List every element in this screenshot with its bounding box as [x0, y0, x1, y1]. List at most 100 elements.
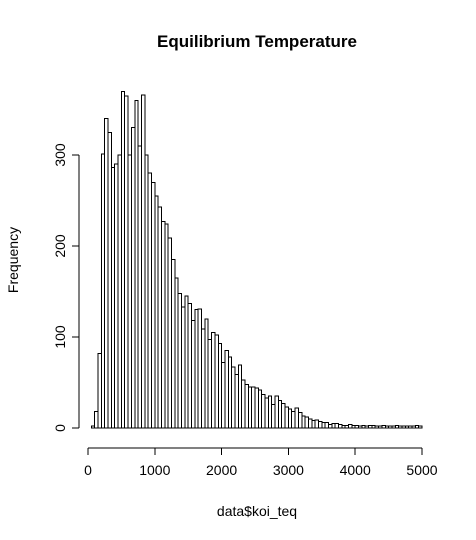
histogram-bar — [348, 423, 353, 429]
histogram-bar — [254, 387, 259, 429]
histogram-bar — [384, 425, 390, 429]
histogram-bar — [167, 237, 173, 429]
histogram-bar — [124, 95, 129, 429]
histogram-bar — [271, 403, 276, 429]
histogram-bar — [257, 389, 263, 429]
x-tick-label: 1000 — [139, 462, 170, 478]
x-tick-label: 5000 — [406, 462, 437, 478]
histogram-bar — [341, 424, 346, 429]
histogram-bar — [284, 406, 289, 429]
histogram-bar — [297, 412, 303, 429]
histogram-bar — [364, 425, 370, 429]
x-tick-label: 3000 — [273, 462, 304, 478]
histogram-bar — [264, 397, 269, 429]
y-axis: 0 100 200 300 — [52, 143, 80, 432]
histogram-bar — [251, 386, 256, 429]
y-tick-label: 300 — [52, 143, 68, 167]
histogram-bar — [317, 421, 323, 429]
histogram-bar — [191, 320, 196, 429]
histogram-bar — [110, 167, 116, 429]
histogram-bar — [217, 342, 223, 429]
histogram-bar — [207, 339, 213, 429]
x-axis-label: data$koi_teq — [217, 503, 297, 519]
histogram-bar — [127, 154, 132, 429]
histogram-bar — [301, 415, 306, 429]
histogram-bar — [391, 425, 396, 429]
histogram-bar — [214, 334, 219, 429]
histogram-bar — [100, 153, 106, 429]
histogram-bar — [291, 411, 296, 429]
x-tick-label: 2000 — [206, 462, 237, 478]
histogram-bar — [130, 127, 136, 429]
histogram-bar — [171, 259, 176, 429]
histogram-bar — [394, 424, 400, 429]
histogram-bar — [221, 361, 226, 429]
histogram-bar — [134, 99, 139, 429]
histogram-bar — [164, 223, 169, 429]
histogram-bar — [237, 364, 243, 429]
histogram-bar — [147, 172, 152, 429]
histogram-bar — [281, 402, 286, 429]
chart-title: Equilibrium Temperature — [157, 32, 357, 51]
histogram-bar — [324, 422, 329, 429]
histogram-bar — [120, 90, 126, 429]
histogram-bar — [211, 331, 216, 429]
histogram-bar — [154, 195, 159, 429]
histogram-bar — [368, 424, 373, 429]
histogram-bar — [331, 422, 336, 429]
histogram-bar — [177, 292, 183, 429]
histogram-bar — [184, 295, 189, 429]
histogram-bar — [398, 425, 403, 429]
histogram-bar — [144, 154, 149, 429]
histogram-bar — [361, 424, 366, 429]
histogram-bar — [378, 425, 383, 429]
histogram-bar — [94, 411, 99, 429]
histogram-bar — [338, 423, 343, 429]
histogram-bar — [241, 379, 246, 429]
histogram-bars — [90, 90, 423, 429]
histogram-bar — [304, 416, 309, 429]
histogram-bar — [277, 400, 283, 429]
histogram-bar — [117, 154, 122, 429]
histogram-bar — [181, 306, 186, 429]
histogram-bar — [107, 131, 112, 429]
histogram-bar — [224, 350, 229, 429]
histogram-bar — [261, 393, 266, 429]
histogram-bar — [354, 424, 360, 429]
histogram-bar — [311, 420, 316, 429]
y-axis-label: Frequency — [5, 227, 21, 293]
x-tick-label: 0 — [84, 462, 92, 478]
histogram-bar — [374, 425, 380, 429]
histogram-bar — [104, 118, 109, 429]
histogram-bar — [137, 145, 142, 429]
histogram-bar — [418, 425, 423, 429]
histogram-bar — [201, 328, 206, 429]
histogram-bar — [314, 419, 319, 429]
histogram-bar — [160, 220, 166, 429]
histogram-bar — [287, 408, 293, 429]
histogram-bar — [140, 94, 146, 429]
histogram-bar — [294, 407, 299, 429]
histogram-bar — [114, 163, 119, 429]
histogram-bar — [274, 395, 279, 429]
histogram-bar — [411, 425, 416, 429]
histogram-bar — [414, 424, 420, 429]
x-tick-label: 4000 — [340, 462, 371, 478]
histogram-bar — [388, 425, 393, 429]
histogram-bar — [90, 425, 96, 429]
histogram-bar — [408, 425, 413, 429]
y-tick-label: 100 — [52, 325, 68, 349]
histogram-bar — [157, 206, 162, 429]
histogram-bar — [174, 277, 179, 429]
histogram-bar — [344, 424, 350, 429]
histogram-bar — [327, 423, 333, 429]
y-tick-label: 200 — [52, 234, 68, 258]
histogram-bar — [187, 302, 193, 429]
histogram-bar — [267, 395, 273, 429]
histogram-bar — [227, 356, 233, 429]
histogram-bar — [204, 318, 209, 429]
histogram-bar — [234, 373, 239, 429]
y-tick-label: 0 — [52, 424, 68, 432]
histogram-bar — [404, 425, 410, 429]
